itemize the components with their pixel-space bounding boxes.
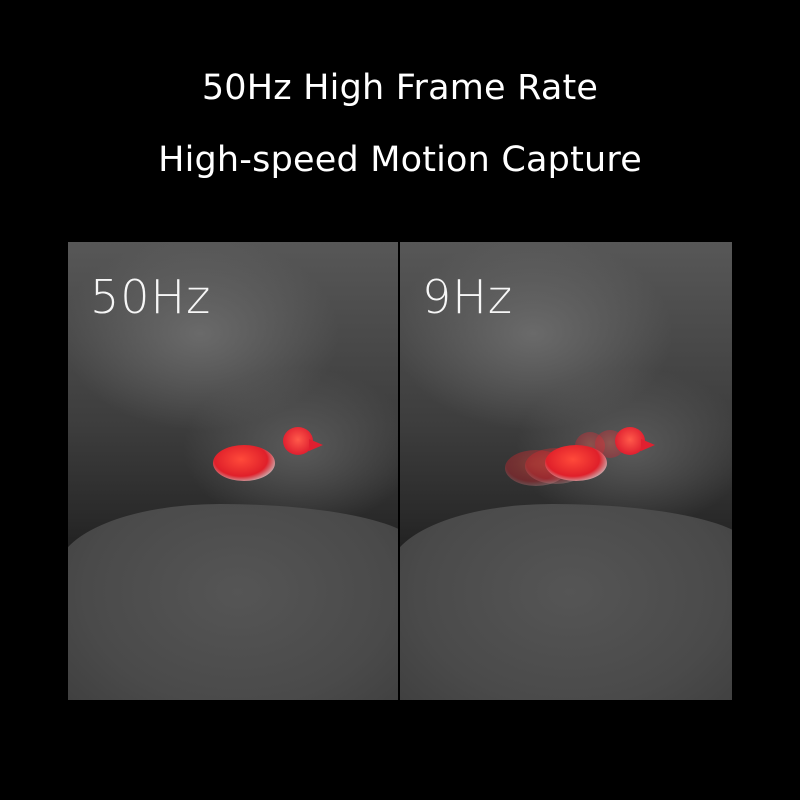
frame-rate-label: 9Hz: [422, 270, 514, 324]
headline-line-1: 50Hz High Frame Rate: [201, 68, 599, 108]
frame-rate-label: 50Hz: [90, 270, 212, 324]
rock: [400, 504, 732, 700]
headline-line-2: High-speed Motion Capture: [158, 140, 642, 180]
thermal-image-50hz: 50Hz: [68, 242, 398, 700]
thermal-image-9hz: 9Hz: [400, 242, 732, 700]
rock: [68, 504, 398, 700]
